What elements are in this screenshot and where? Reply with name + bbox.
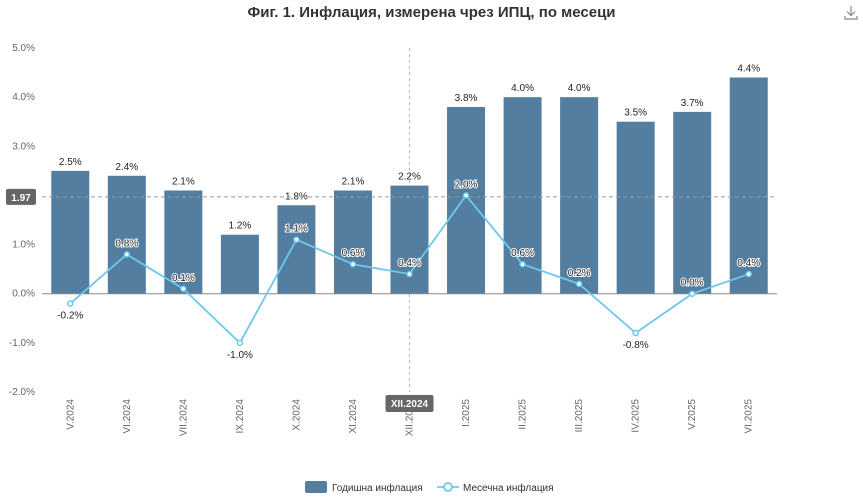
line-data-label: 1.1% [285, 224, 308, 235]
legend-bar-label[interactable]: Годишна инфлация [332, 482, 423, 494]
bar-data-label: 3.8% [455, 93, 478, 104]
download-icon[interactable] [842, 4, 860, 22]
bar-data-label: 4.0% [568, 83, 591, 94]
bar-data-label: 3.5% [624, 108, 647, 119]
line-point[interactable] [180, 285, 187, 293]
crosshair-y-label: 1.97 [11, 193, 31, 204]
y-tick-label: 5.0% [12, 43, 35, 54]
x-tick-label: III.2025 [574, 399, 585, 433]
line-point[interactable] [67, 300, 74, 307]
x-tick-label: I.2025 [461, 399, 472, 427]
y-tick-label: 0.0% [12, 289, 35, 300]
line-data-label: 0.6% [342, 248, 365, 259]
line-point[interactable] [293, 236, 300, 243]
line-data-label: 2.0% [455, 179, 478, 190]
line-data-label: 0.4% [398, 258, 421, 269]
line-data-label: -1.0% [227, 350, 253, 361]
line-point[interactable] [519, 260, 526, 268]
line-point[interactable] [632, 329, 639, 337]
bar-data-label: 2.2% [398, 172, 421, 183]
bar-data-label: 3.7% [681, 98, 704, 109]
x-tick-label: II.2025 [518, 399, 529, 430]
bar[interactable] [560, 97, 599, 294]
line-point[interactable] [236, 339, 244, 347]
bar-data-label: 2.5% [59, 157, 82, 168]
legend-bar-swatch[interactable] [305, 481, 327, 493]
bar[interactable] [164, 190, 203, 294]
bar-data-label: 1.2% [228, 221, 251, 232]
line-point[interactable] [349, 260, 357, 268]
bar[interactable] [107, 175, 146, 294]
bar[interactable] [51, 170, 90, 294]
bar[interactable] [616, 121, 655, 294]
y-tick-label: 3.0% [12, 141, 35, 152]
line-data-label: 0.0% [681, 278, 704, 289]
line-data-label: 0.8% [115, 238, 138, 249]
line-data-label: 0.1% [172, 273, 195, 284]
x-tick-label: VII.2024 [178, 399, 189, 437]
chart-title: Фиг. 1. Инфлация, измерена чрез ИПЦ, по … [247, 4, 616, 21]
line-data-label: 0.6% [511, 248, 534, 259]
x-tick-label: VI.2025 [744, 399, 755, 434]
bar[interactable] [277, 205, 316, 294]
line-data-label: 0.4% [737, 258, 760, 269]
bar[interactable] [220, 234, 259, 294]
bar-data-label: 2.1% [342, 177, 365, 188]
x-tick-label: X.2024 [291, 399, 302, 431]
y-tick-label: 4.0% [12, 92, 35, 103]
x-tick-label: XI.2024 [348, 399, 359, 434]
bar[interactable] [503, 97, 542, 294]
bar-data-label: 4.4% [737, 63, 760, 74]
bar[interactable] [390, 185, 429, 294]
crosshair-y-badge [6, 188, 36, 205]
bar[interactable] [447, 106, 486, 294]
x-tick-label: IX.2024 [235, 399, 246, 434]
line-point[interactable] [745, 270, 752, 278]
crosshair-x-badge [385, 395, 434, 412]
bar-data-label: 2.4% [115, 162, 138, 173]
line-point[interactable] [462, 192, 470, 199]
bar-data-label: 2.1% [172, 177, 195, 188]
bar[interactable] [673, 111, 712, 294]
y-tick-label: -2.0% [9, 387, 35, 398]
line-data-label: -0.2% [57, 311, 83, 322]
legend-line-label[interactable]: Месечна инфлация [463, 482, 554, 494]
legend-line-marker[interactable] [443, 482, 453, 492]
x-tick-label: IV.2025 [631, 399, 642, 433]
bar[interactable] [333, 190, 372, 294]
crosshair-x-label: XII.2024 [391, 399, 429, 410]
x-tick-label: XII.2024 [405, 399, 416, 437]
y-tick-label: -1.0% [9, 338, 35, 349]
x-tick-label: VI.2024 [122, 399, 133, 434]
y-tick-label: 1.0% [12, 240, 35, 251]
line-data-label: 0.2% [568, 268, 591, 279]
line-point[interactable] [575, 280, 583, 288]
x-tick-label: V.2024 [65, 399, 76, 430]
line-point[interactable] [123, 251, 131, 258]
bar[interactable] [729, 77, 768, 294]
line-point[interactable] [406, 270, 413, 278]
x-tick-label: V.2025 [687, 399, 698, 430]
line-point[interactable] [688, 290, 696, 297]
bar-data-label: 4.0% [511, 83, 534, 94]
line-data-label: -0.8% [623, 340, 649, 351]
